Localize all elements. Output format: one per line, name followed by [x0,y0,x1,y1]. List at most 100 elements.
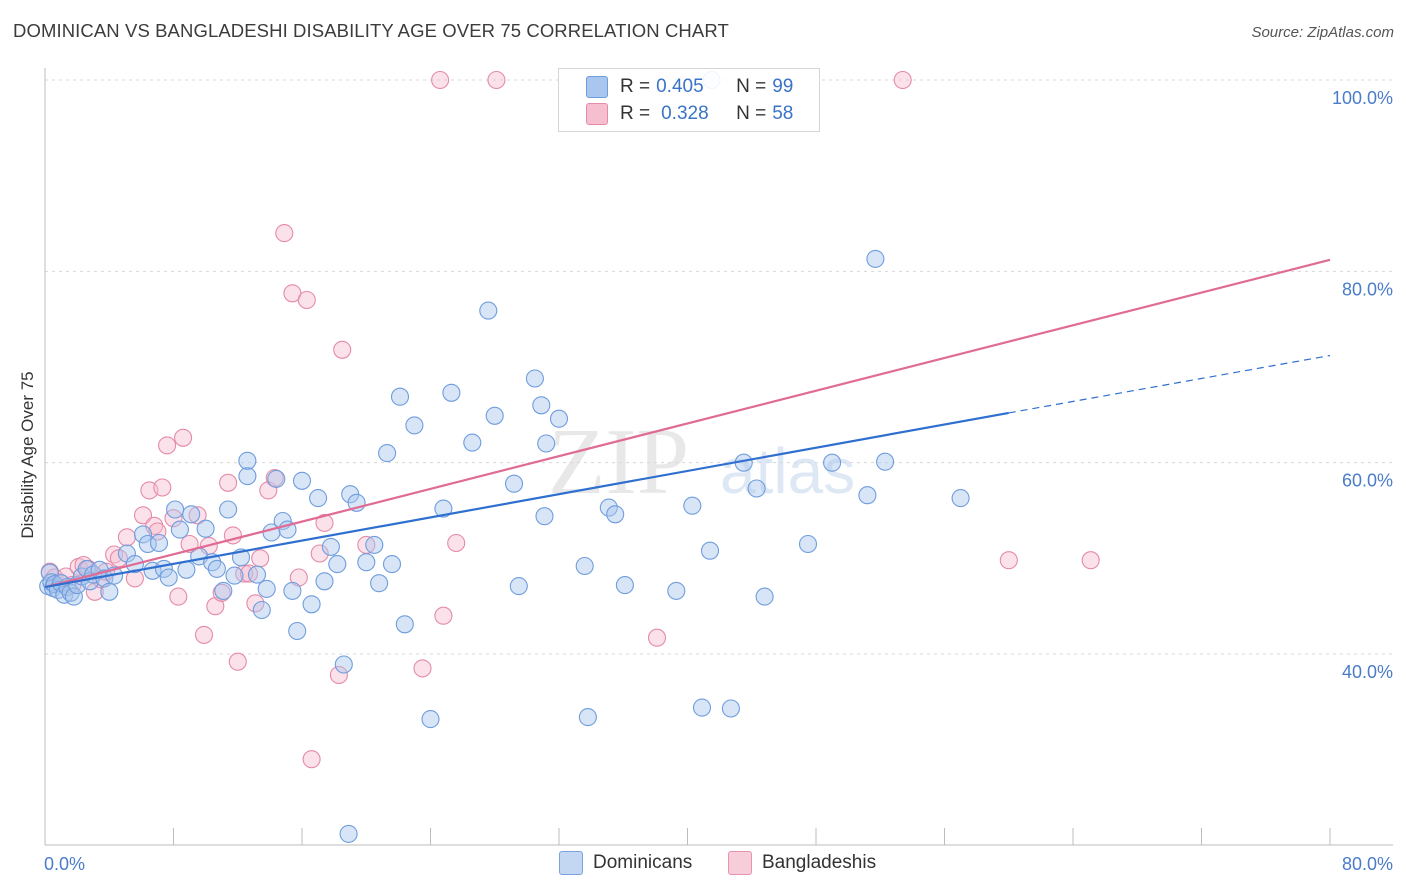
bangladeshi-point [174,428,193,447]
bangladeshi-point [447,533,466,553]
dominican-point [149,533,169,553]
bangladeshi-point [117,528,136,547]
axes-layer [44,68,1393,846]
bangladeshi-point [297,290,316,310]
dominican-point [537,434,556,453]
dominican-point [479,301,498,320]
bangladeshi-point [302,750,321,769]
bangladeshi-point [329,665,348,685]
tick-labels: 100.0% 80.0% 60.0% 40.0% 0.0% 80.0% [44,88,1393,874]
dominican-point [315,572,334,591]
legend-r-label: R = [620,103,651,124]
dominican-point [700,541,720,560]
dominican-point [166,500,185,519]
y-tick-label: 80.0% [1342,279,1393,299]
dominican-point [302,595,321,614]
dominican-point [390,387,410,406]
dominican-point [747,479,766,498]
dominican-point [421,710,440,729]
bangladeshi-point [333,340,352,359]
dominican-point [238,451,257,470]
dominican-point [214,581,233,600]
watermark: ZIP atlas [548,410,855,514]
bangladeshi-point [431,70,450,90]
legend-n-value: 58 [772,103,794,124]
dominican-point [858,486,877,505]
dominican-point [370,574,389,593]
dominican-point [549,409,569,428]
dominican-points [39,70,970,843]
dominican-point [405,416,424,435]
dominican-point [267,469,286,488]
dominican-point [257,579,276,598]
dominican-point [575,556,594,576]
legend-swatch-pink [586,103,608,125]
legend-n-label: N = [736,76,767,97]
legend-swatch-bangladeshis [728,851,752,875]
bangladeshi-point [148,522,167,541]
dominican-point [283,581,302,600]
legend-row-bangladeshis: R = 0.328 N = 58 [559,100,793,128]
dominican-point [599,498,618,517]
dominican-point [535,507,554,526]
dominican-point [615,576,634,595]
bangladeshi-point [1081,551,1100,570]
dominican-point [578,708,597,727]
bangladeshi-point [413,659,432,678]
y-tick-label: 100.0% [1332,88,1393,108]
dominican-point [100,582,119,601]
x-tick-label: 0.0% [44,854,85,874]
dominican-point [292,471,312,490]
dominican-point [133,525,153,544]
y-tick-label: 40.0% [1342,662,1393,682]
dominican-point [434,499,453,518]
legend-r-value: 0.328 [661,103,709,124]
legend-item-bangladeshis[interactable]: Bangladeshis [728,851,876,875]
bangladeshi-point [188,506,207,525]
bangladeshi-point [434,606,453,625]
legend-row-dominicans: R = 0.405 N = 99 [559,73,793,101]
dominican-point [382,555,402,574]
dominican-point [876,452,895,471]
x-tick-label: 80.0% [1342,854,1393,874]
legend-swatch-dominicans [559,851,583,875]
dominican-point [485,406,504,425]
dominican-trend-line [44,411,1009,589]
legend-item-dominicans[interactable]: Dominicans [559,851,692,875]
legend-n-label: N = [736,103,767,124]
dominican-point [182,505,201,524]
dominican-point [328,555,347,574]
dominican-point [509,577,528,596]
bangladeshi-point [158,436,177,455]
dominican-point [357,553,376,572]
correlation-legend: R = 0.405 N = 99 R = 0.328 N = 58 [558,68,820,132]
dominican-point [683,496,702,515]
dominican-point [667,581,686,600]
dominican-point [159,568,178,587]
dominican-point [177,560,196,579]
dominican-point [40,563,59,582]
dominican-point [334,655,353,674]
dominican-point [532,396,551,415]
bangladeshi-point [647,628,667,647]
legend-n-value: 99 [772,76,794,97]
y-tick-label: 60.0% [1342,471,1393,491]
legend-label-bangladeshis: Bangladeshis [762,852,877,873]
dominican-point [170,520,189,539]
bangladeshi-point [219,473,238,492]
chart-source: Source: ZipAtlas.com [1251,24,1394,41]
dominican-point [798,534,818,554]
dominican-point [442,383,461,402]
dominican-point [225,566,244,585]
trend-lines [44,258,1331,589]
bangladeshi-point [246,594,265,613]
legend-label-dominicans: Dominicans [593,852,693,873]
bangladeshi-point [153,478,172,497]
bangladeshi-point [487,70,506,90]
watermark-zip: ZIP [548,410,689,514]
dominican-trend-extension [1008,354,1331,414]
bangladeshi-point [133,506,153,525]
chart-title: DOMINICAN VS BANGLADESHI DISABILITY AGE … [13,20,729,41]
